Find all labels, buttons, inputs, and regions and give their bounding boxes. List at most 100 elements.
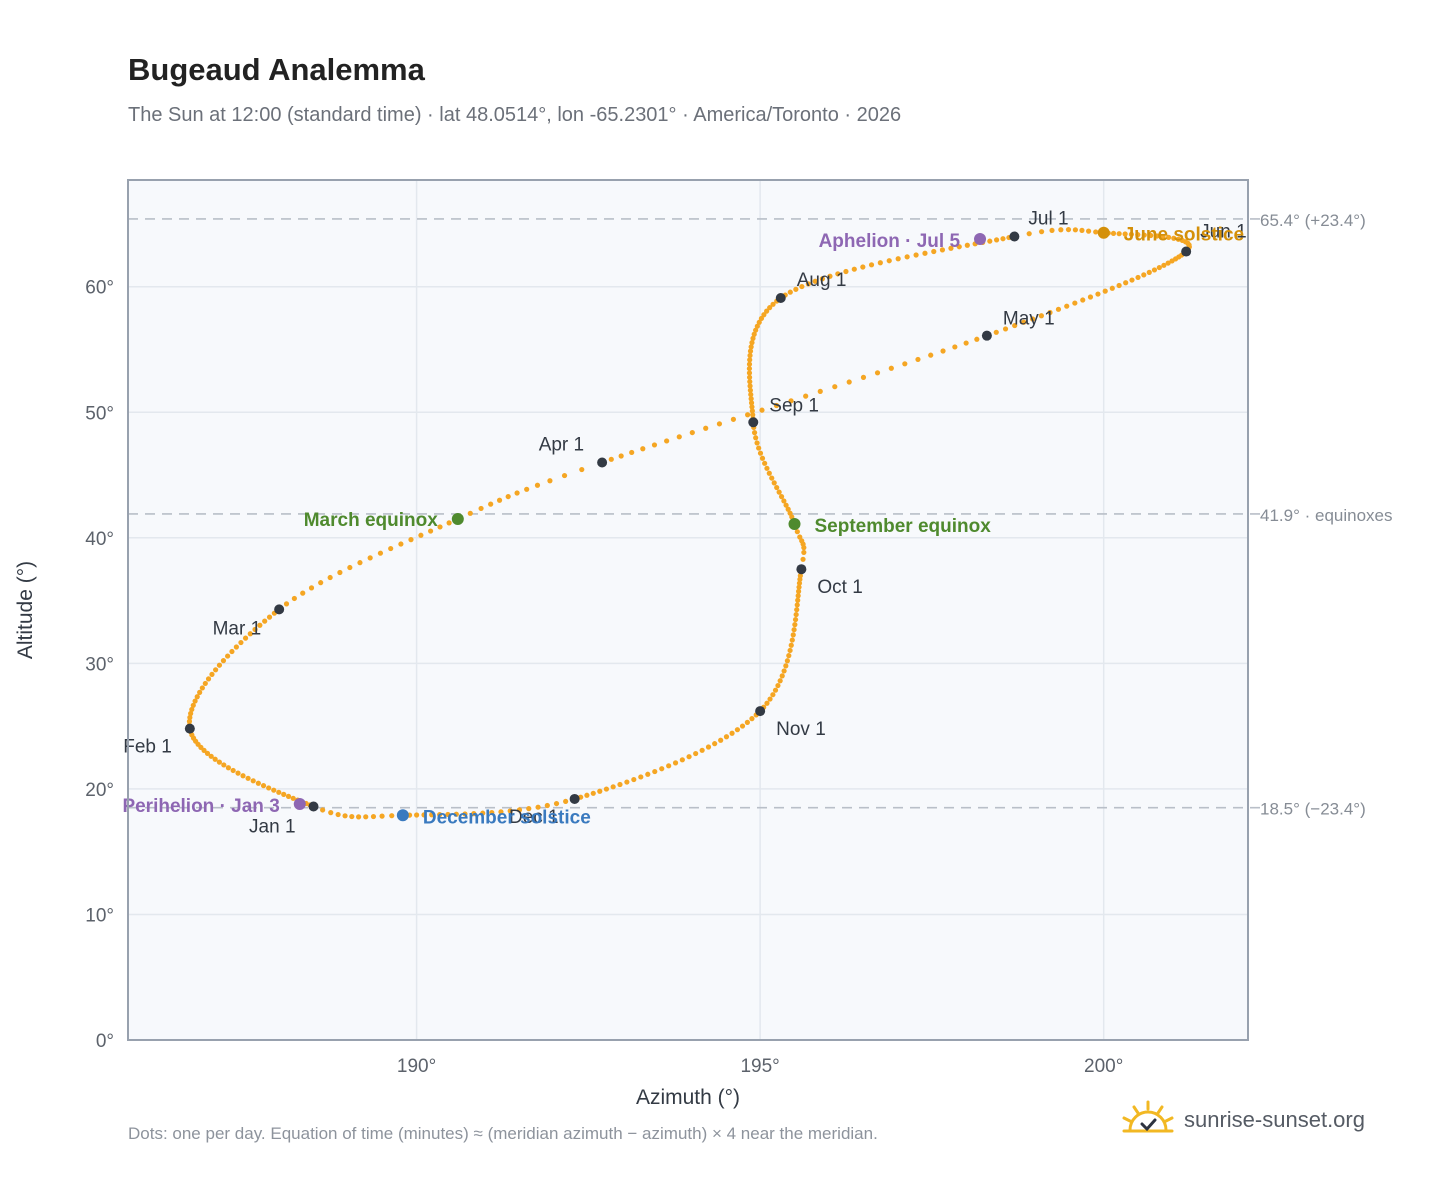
month-label: Jan 1 xyxy=(249,816,295,837)
daily-dot xyxy=(187,714,193,721)
daily-dot xyxy=(535,804,541,810)
daily-dot xyxy=(197,689,203,695)
x-tick-label: 190° xyxy=(397,1056,436,1077)
month-marker xyxy=(569,793,580,804)
daily-dot xyxy=(888,365,894,371)
daily-dot xyxy=(749,340,755,346)
month-marker xyxy=(748,417,759,428)
month-marker xyxy=(1009,231,1020,242)
daily-dot xyxy=(913,252,919,258)
daily-dot xyxy=(209,671,215,677)
daily-dot xyxy=(956,244,962,250)
daily-dot xyxy=(1148,232,1154,239)
daily-dot xyxy=(603,786,610,792)
daily-dot xyxy=(779,673,785,679)
x-tick-label: 200° xyxy=(1084,1056,1123,1077)
daily-dot xyxy=(356,814,362,820)
daily-dot xyxy=(790,632,796,638)
daily-dot xyxy=(337,569,343,576)
daily-dot xyxy=(785,506,791,512)
daily-dot xyxy=(801,549,807,556)
daily-dot xyxy=(192,698,198,704)
daily-dot xyxy=(1095,291,1101,297)
daily-dot xyxy=(746,361,753,367)
daily-dot xyxy=(748,344,754,350)
daily-dot xyxy=(778,494,785,500)
month-label: Feb 1 xyxy=(123,737,172,758)
daily-dot xyxy=(624,779,630,785)
daily-dot xyxy=(1058,227,1064,233)
daily-dot xyxy=(213,667,219,673)
daily-dot xyxy=(784,658,790,664)
daily-dot xyxy=(759,407,765,413)
month-marker xyxy=(796,564,807,575)
daily-dot xyxy=(1154,233,1160,239)
daily-dot xyxy=(770,301,776,307)
daily-dot xyxy=(974,336,980,342)
daily-dot xyxy=(480,810,486,816)
daily-dot xyxy=(781,498,787,504)
daily-dot xyxy=(488,501,494,507)
daily-dot xyxy=(718,737,724,743)
y-tick-label: 10° xyxy=(85,905,114,926)
daily-dot xyxy=(761,312,767,318)
daily-dot xyxy=(783,502,789,508)
daily-dot xyxy=(1135,232,1141,238)
daily-dot xyxy=(283,601,290,607)
daily-dot xyxy=(993,237,1000,243)
daily-dot xyxy=(437,524,443,530)
daily-dot xyxy=(652,768,658,775)
daily-dot xyxy=(757,450,764,456)
daily-dot xyxy=(1156,264,1162,271)
daily-dot xyxy=(379,813,385,819)
event-label: March equinox xyxy=(304,510,439,531)
daily-dot xyxy=(526,806,532,812)
daily-dot xyxy=(777,678,783,684)
daily-dot xyxy=(1123,280,1129,286)
daily-dot xyxy=(746,374,753,380)
daily-dot xyxy=(271,787,277,793)
daily-dot xyxy=(247,631,253,637)
daily-dot xyxy=(902,361,908,367)
daily-dot xyxy=(328,810,334,816)
daily-dot xyxy=(772,687,779,693)
brand-logo[interactable]: sunrise-sunset.org xyxy=(1120,1100,1365,1140)
daily-dot xyxy=(758,315,765,322)
daily-dot xyxy=(640,446,646,452)
daily-dot xyxy=(1116,231,1122,237)
reference-line-label: 41.9° · equinoxes xyxy=(1260,506,1393,525)
daily-dot xyxy=(238,639,244,646)
daily-dot xyxy=(266,614,273,620)
daily-dot xyxy=(689,429,695,436)
daily-dot xyxy=(1135,274,1141,281)
event-label: Perihelion · Jan 3 xyxy=(122,796,279,817)
daily-dot xyxy=(347,564,353,571)
daily-dot xyxy=(349,813,355,820)
daily-dot xyxy=(948,245,954,251)
daily-dot xyxy=(1012,322,1018,329)
daily-dot xyxy=(534,482,541,488)
daily-dot xyxy=(230,767,236,774)
reference-line-label: 18.5° (−23.4°) xyxy=(1260,800,1366,819)
daily-dot xyxy=(445,811,451,818)
daily-dot xyxy=(795,593,801,599)
daily-dot xyxy=(952,344,958,350)
daily-dot xyxy=(1109,285,1115,291)
daily-dot xyxy=(1179,237,1185,244)
month-label: Nov 1 xyxy=(776,719,826,740)
daily-dot xyxy=(767,305,773,311)
daily-dot xyxy=(291,595,297,602)
daily-dot xyxy=(190,702,196,708)
daily-dot xyxy=(631,776,637,783)
daily-dot xyxy=(762,460,768,466)
daily-dot xyxy=(723,734,730,740)
daily-dot xyxy=(418,532,424,538)
daily-dot xyxy=(300,590,306,596)
daily-dot xyxy=(216,759,222,765)
daily-dot xyxy=(846,379,852,385)
daily-dot xyxy=(645,771,651,777)
daily-dot xyxy=(730,416,737,422)
daily-dot xyxy=(749,716,755,722)
daily-dot xyxy=(751,430,758,436)
plot-frame xyxy=(127,179,1249,1041)
